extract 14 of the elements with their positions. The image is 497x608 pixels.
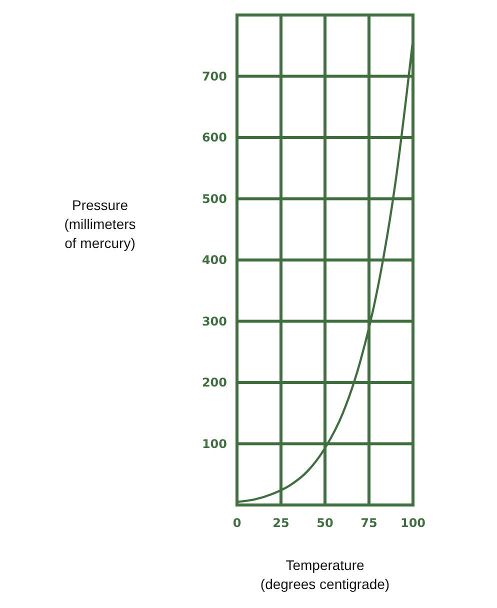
y-tick-label: 100 xyxy=(202,436,227,451)
x-tick-label: 75 xyxy=(360,516,378,530)
y-tick-label: 300 xyxy=(202,314,227,328)
x-tick-label: 100 xyxy=(400,516,426,530)
y-tick-label: 600 xyxy=(202,130,227,145)
x-axis-title: Temperature (degrees centigrade) xyxy=(260,557,390,592)
y-axis-title: Pressure (millimeters of mercury) xyxy=(64,197,136,251)
y-tick-label: 200 xyxy=(202,376,227,390)
y-tick-label: 700 xyxy=(202,69,227,84)
x-tick-label: 25 xyxy=(272,516,290,530)
y-tick-label: 400 xyxy=(202,253,227,268)
y-tick-label: 500 xyxy=(202,192,227,206)
x-tick-label: 50 xyxy=(316,516,334,530)
x-tick-label: 0 xyxy=(232,516,242,530)
